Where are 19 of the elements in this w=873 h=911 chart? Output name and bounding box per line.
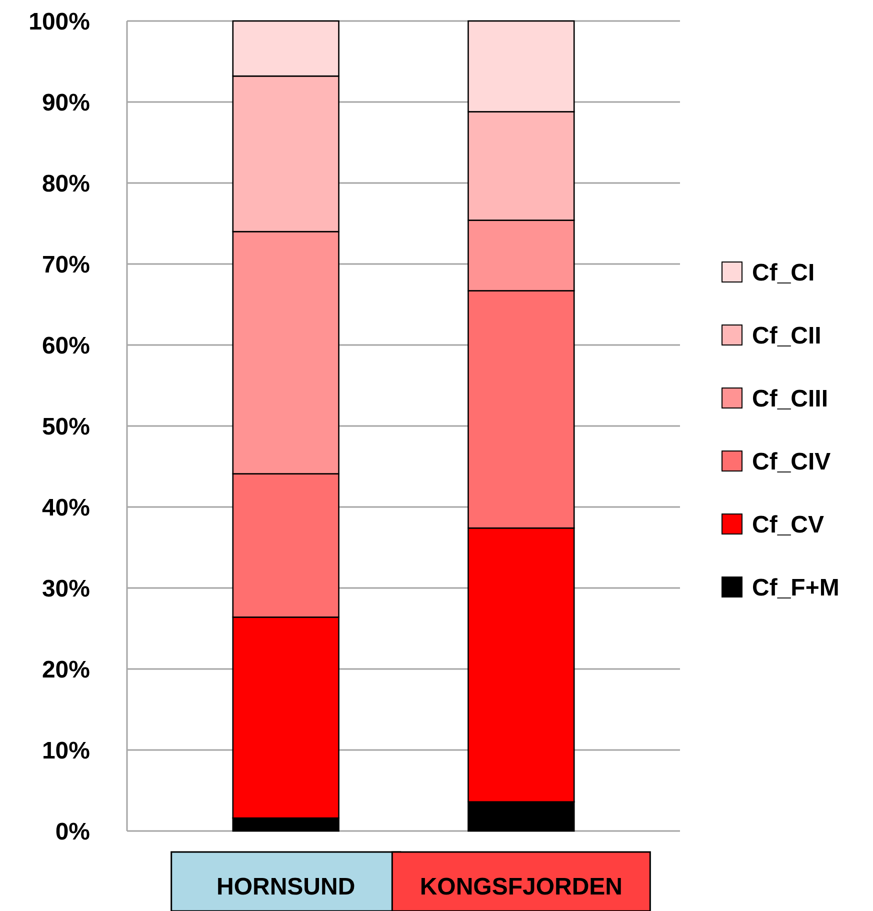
y-tick-label: 10% [42, 737, 90, 764]
y-tick-label: 20% [42, 656, 90, 684]
y-tick-label: 50% [42, 413, 90, 440]
y-tick-label: 70% [42, 251, 90, 278]
y-tick-label: 0% [55, 818, 90, 846]
y-tick-label: 100% [28, 8, 90, 36]
legend-label: Cf_CIII [752, 385, 828, 412]
legend-label: Cf_CV [752, 511, 824, 538]
y-tick-label: 90% [42, 89, 90, 116]
x-tick-label: KONGSFJORDEN [420, 873, 623, 900]
y-tick-label: 60% [42, 332, 90, 360]
y-tick-label: 40% [42, 494, 90, 522]
y-tick-label: 30% [42, 575, 90, 602]
legend-label: Cf_CII [752, 322, 822, 350]
legend-label: Cf_CIV [752, 448, 831, 476]
legend-label: Cf_F+M [752, 574, 840, 602]
y-tick-label: 80% [42, 170, 90, 198]
legend-label: Cf_CI [752, 259, 815, 286]
x-tick-label: HORNSUND [216, 873, 356, 900]
